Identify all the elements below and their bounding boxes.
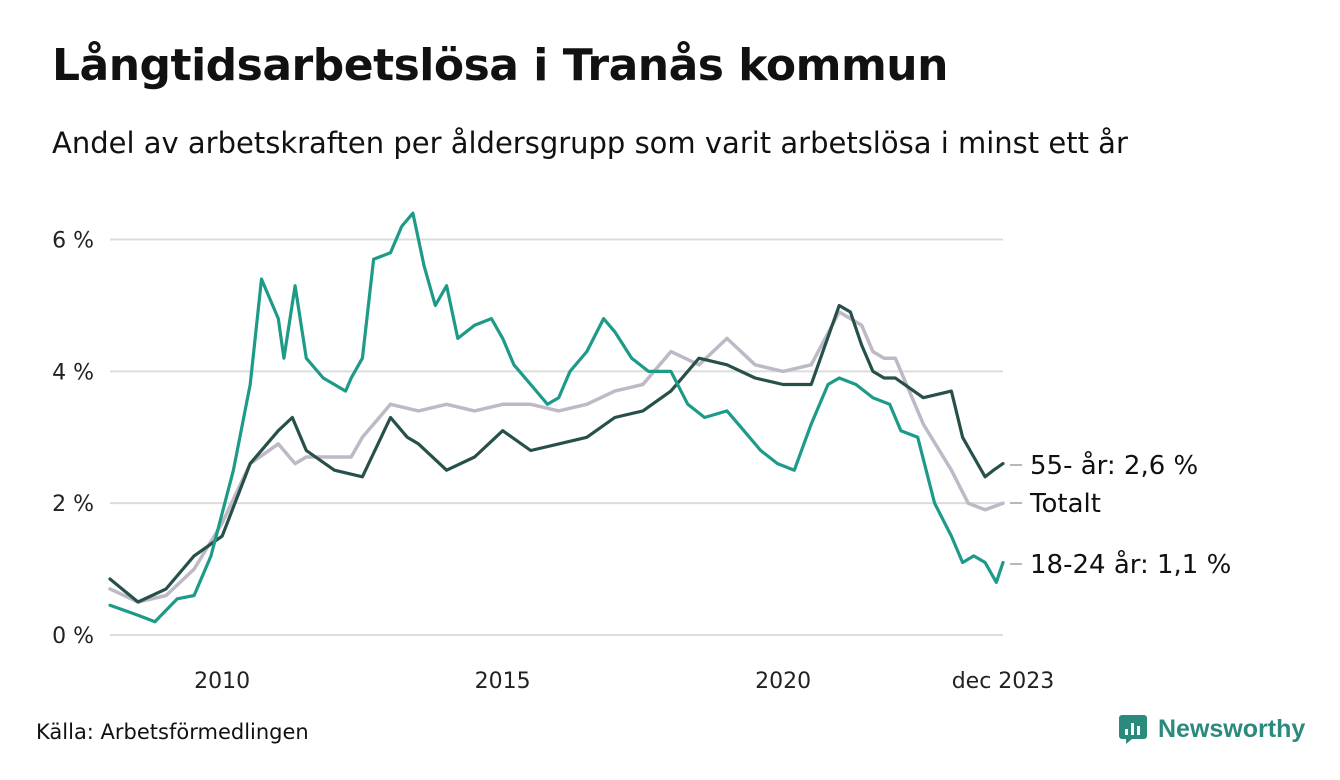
series-end-label: 18-24 år: 1,1 % <box>1030 549 1231 580</box>
chart-title: Långtidsarbetslösa i Tranås kommun <box>52 40 948 91</box>
bar-chart-logo-icon <box>1119 715 1147 744</box>
series-line-18-24-r <box>108 211 1005 624</box>
series-end-label: 55- år: 2,6 % <box>1030 450 1198 481</box>
y-axis-ticks: 0 % 2 % 4 % 6 % <box>52 229 94 649</box>
series-end-label: Totalt <box>1029 489 1101 519</box>
x-tick-label: 2020 <box>755 669 811 694</box>
y-tick-label: 0 % <box>52 624 94 649</box>
y-tick-label: 6 % <box>52 229 94 254</box>
brand-name: Newsworthy <box>1158 714 1306 743</box>
series-end-labels: Totalt 55- år: 2,6 % 18-24 år: 1,1 % <box>1010 450 1231 580</box>
chart-subtitle: Andel av arbetskraften per åldersgrupp s… <box>52 126 1128 160</box>
source-note: Källa: Arbetsförmedlingen <box>36 720 309 744</box>
x-tick-label: 2010 <box>194 669 250 694</box>
series-line-55-r <box>108 303 1005 604</box>
series-lines <box>108 211 1005 624</box>
x-axis-ticks: 2010 2015 2020 dec 2023 <box>194 669 1054 694</box>
x-tick-label: dec 2023 <box>952 669 1055 694</box>
gridlines <box>110 238 1003 636</box>
series-line-totalt <box>108 310 1005 604</box>
brand-logo[interactable]: Newsworthy <box>1118 714 1305 744</box>
y-tick-label: 4 % <box>52 360 94 385</box>
y-tick-label: 2 % <box>52 492 94 517</box>
x-tick-label: 2015 <box>475 669 531 694</box>
